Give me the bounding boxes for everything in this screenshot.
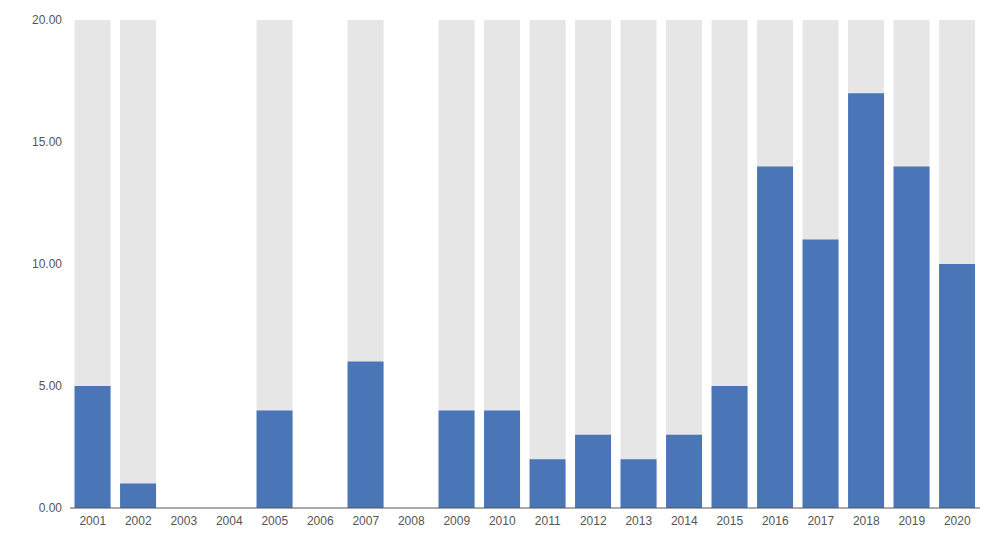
svg-text:2020: 2020 bbox=[944, 514, 971, 528]
svg-text:2006: 2006 bbox=[307, 514, 334, 528]
svg-text:2003: 2003 bbox=[170, 514, 197, 528]
svg-text:10.00: 10.00 bbox=[32, 257, 62, 271]
svg-text:2015: 2015 bbox=[716, 514, 743, 528]
svg-text:5.00: 5.00 bbox=[39, 379, 63, 393]
svg-text:2005: 2005 bbox=[261, 514, 288, 528]
svg-text:2009: 2009 bbox=[443, 514, 470, 528]
svg-text:2011: 2011 bbox=[535, 514, 561, 528]
svg-text:2017: 2017 bbox=[807, 514, 834, 528]
svg-text:0.00: 0.00 bbox=[39, 501, 63, 515]
svg-text:2008: 2008 bbox=[398, 514, 425, 528]
svg-text:2007: 2007 bbox=[352, 514, 379, 528]
svg-text:2001: 2001 bbox=[79, 514, 106, 528]
svg-text:2010: 2010 bbox=[489, 514, 516, 528]
svg-text:2016: 2016 bbox=[762, 514, 789, 528]
svg-text:2013: 2013 bbox=[625, 514, 652, 528]
svg-text:2002: 2002 bbox=[125, 514, 152, 528]
svg-text:2004: 2004 bbox=[216, 514, 243, 528]
svg-text:2018: 2018 bbox=[853, 514, 880, 528]
svg-text:2012: 2012 bbox=[580, 514, 607, 528]
svg-text:2014: 2014 bbox=[671, 514, 698, 528]
svg-text:20.00: 20.00 bbox=[32, 13, 62, 27]
svg-text:2019: 2019 bbox=[898, 514, 925, 528]
svg-text:15.00: 15.00 bbox=[32, 135, 62, 149]
